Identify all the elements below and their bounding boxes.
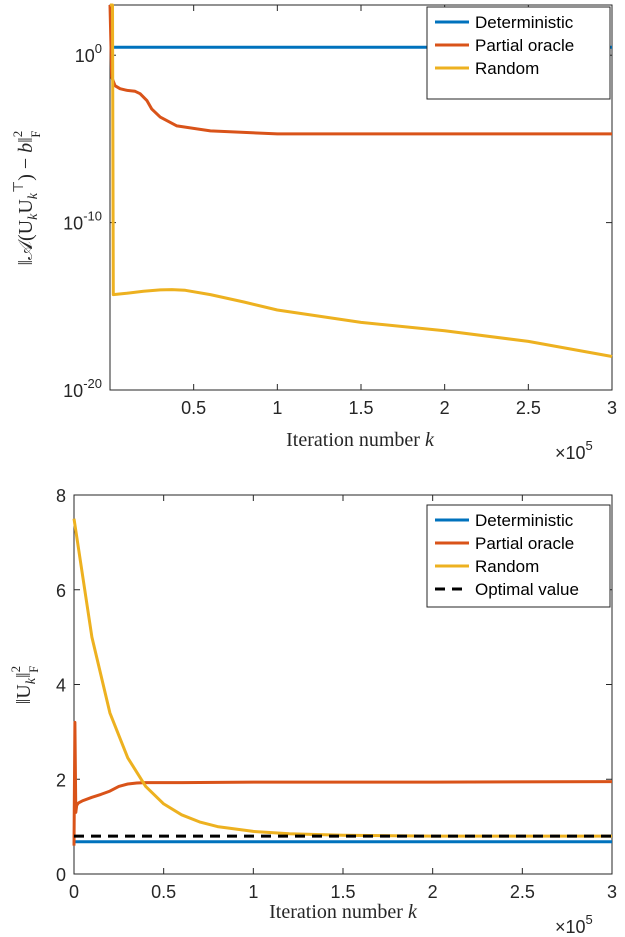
x-tick-label: 3: [607, 398, 617, 418]
x-tick-label: 2: [440, 398, 450, 418]
x-tick-label: 3: [607, 882, 617, 902]
svg-text:‖𝒜(UkUk⊤) − b‖2F: ‖𝒜(UkUk⊤) − b‖2 F: [10, 130, 43, 265]
x-tick-label: 2: [428, 882, 438, 902]
x-tick-labels: 0.5 1 1.5 2 2.5 3: [181, 398, 617, 418]
series-line-partial-oracle: [72, 720, 613, 846]
x-multiplier-base: ×10: [555, 917, 586, 937]
x-axis-label: Iteration number k: [286, 429, 435, 451]
y-tick-label: 6: [56, 581, 66, 601]
x-multiplier-exp: 5: [586, 912, 593, 927]
legend: Deterministic Partial oracle Random Optimal…: [426, 504, 611, 608]
series-line-partial-oracle: [108, 4, 612, 136]
x-tick-label: 1: [248, 882, 258, 902]
y-tick-label: 10-10: [63, 209, 102, 234]
x-tick-label: 2.5: [510, 882, 535, 902]
x-tick-label: 0: [69, 882, 79, 902]
y-tick-base: 10: [63, 214, 83, 234]
legend-label: Partial oracle: [475, 36, 574, 55]
x-tick-label: 0.5: [151, 882, 176, 902]
x-axis-label: Iteration number k: [269, 901, 418, 923]
y-tick-exp: 0: [95, 41, 102, 56]
y-tick-base: 10: [63, 381, 83, 401]
x-tick-label: 2.5: [516, 398, 541, 418]
y-tick-exp: -10: [83, 209, 102, 224]
x-tick-label: 0.5: [181, 398, 206, 418]
y-axis-label: ‖Uk‖2 F: [8, 666, 41, 705]
legend-label: Deterministic: [475, 511, 574, 530]
legend: Deterministic Partial oracle Random: [426, 6, 611, 100]
x-tick-labels: 0 0.5 1 1.5 2 2.5 3: [69, 882, 617, 902]
y-tick-exp: -20: [83, 376, 102, 391]
x-tick-label: 1: [272, 398, 282, 418]
legend-label: Optimal value: [475, 580, 579, 599]
y-tick-label: 100: [75, 41, 102, 66]
y-tick-label: 4: [56, 676, 66, 696]
y-tick-label: 8: [56, 486, 66, 506]
y-tick-label: 2: [56, 770, 66, 790]
x-multiplier: ×105: [555, 912, 593, 937]
x-multiplier-exp: 5: [586, 438, 593, 453]
x-tick-label: 1.5: [348, 398, 373, 418]
legend-label: Random: [475, 557, 539, 576]
chart-norm: 0 0.5 1 1.5 2 2.5 3 0 2 4 6 8 ‖Uk‖2 F Iteration num…: [8, 486, 617, 937]
tick-marks: [73, 494, 613, 875]
y-tick-labels: 0 2 4 6 8: [56, 486, 66, 885]
legend-label: Partial oracle: [475, 534, 574, 553]
x-multiplier-base: ×10: [555, 443, 586, 463]
y-tick-label: 0: [56, 865, 66, 885]
svg-text:‖Uk‖2F: ‖Uk‖2 F: [8, 666, 41, 705]
series-line-random: [110, 3, 613, 358]
x-tick-label: 1.5: [330, 882, 355, 902]
x-multiplier: ×105: [555, 438, 593, 463]
y-tick-label: 10-20: [63, 376, 102, 401]
series-lines: [72, 518, 613, 846]
y-axis-label: ‖𝒜(UkUk⊤) − b‖2 F: [10, 130, 43, 265]
legend-label: Deterministic: [475, 13, 574, 32]
legend-label: Random: [475, 59, 539, 78]
y-tick-base: 10: [75, 46, 95, 66]
